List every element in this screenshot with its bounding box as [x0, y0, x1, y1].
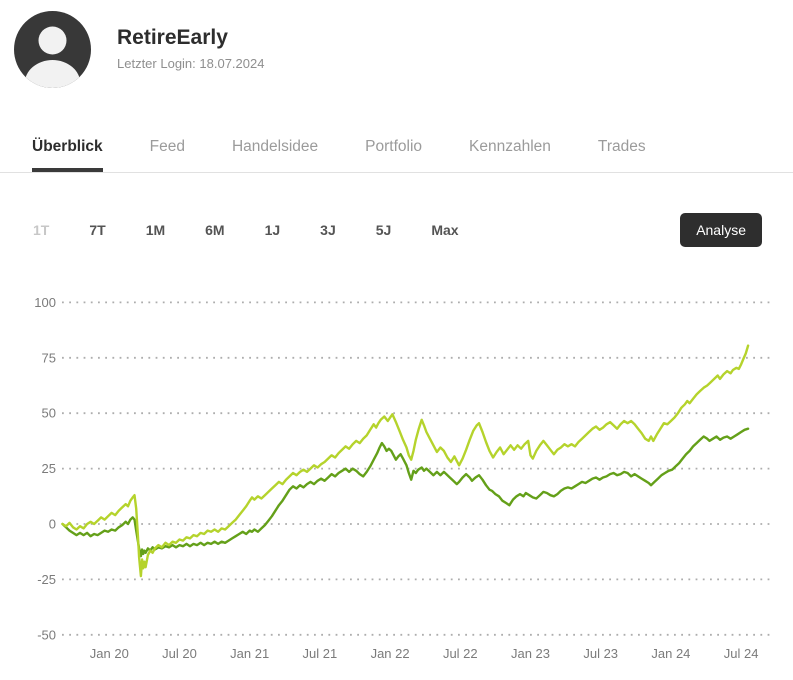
tab-ueberblick[interactable]: Überblick [32, 138, 103, 172]
range-max[interactable]: Max [431, 222, 459, 238]
x-tick-label: Jul 21 [303, 646, 338, 661]
tab-trades[interactable]: Trades [597, 138, 646, 155]
tab-portfolio[interactable]: Portfolio [365, 138, 423, 155]
range-6m[interactable]: 6M [205, 222, 225, 238]
x-tick-label: Jan 22 [371, 646, 410, 661]
light-green-line [61, 344, 750, 578]
range-bar: 1T 7T 1M 6M 1J 3J 5J Max Analyse [0, 213, 793, 247]
profile-header: RetireEarly Letzter Login: 18.07.2024 [0, 0, 793, 88]
person-icon [24, 26, 81, 88]
x-tick-label: Jul 22 [443, 646, 478, 661]
trader-name: RetireEarly [117, 26, 228, 49]
x-tick-label: Jul 23 [583, 646, 618, 661]
y-tick-label: 50 [42, 406, 56, 421]
last-login: Letzter Login: 18.07.2024 [117, 56, 265, 71]
y-tick-label: 100 [34, 295, 56, 310]
range-7t[interactable]: 7T [89, 222, 106, 238]
range-5j[interactable]: 5J [375, 222, 392, 238]
x-tick-label: Jan 20 [90, 646, 129, 661]
tab-handelsidee[interactable]: Handelsidee [231, 138, 319, 155]
performance-chart[interactable]: 100 75 50 25 0 -25 -50 Jan 20 Jul 20 Jan 21 Jul 21… [0, 284, 793, 676]
x-tick-label: Jul 20 [162, 646, 197, 661]
range-1m[interactable]: 1M [145, 222, 166, 238]
dark-green-line [61, 427, 750, 558]
range-1t[interactable]: 1T [33, 222, 50, 238]
chart-area: 100 75 50 25 0 -25 -50 Jan 20 Jul 20 Jan 21 Jul 21… [0, 284, 793, 676]
tab-kennzahlen[interactable]: Kennzahlen [469, 138, 551, 155]
y-tick-label: -50 [37, 627, 56, 642]
x-tick-label: Jan 23 [511, 646, 550, 661]
range-1j[interactable]: 1J [264, 222, 281, 238]
tab-bar: Überblick Feed Handelsidee Portfolio Ken… [0, 138, 793, 173]
y-tick-label: 25 [42, 461, 56, 476]
x-tick-label: Jul 24 [724, 646, 759, 661]
avatar [14, 10, 91, 88]
profile-identity: RetireEarly Letzter Login: 18.07.2024 [117, 26, 265, 72]
y-tick-label: 0 [49, 517, 56, 532]
x-tick-label: Jan 24 [651, 646, 690, 661]
range-3j[interactable]: 3J [320, 222, 336, 238]
y-tick-label: 75 [42, 350, 56, 365]
x-tick-label: Jan 21 [230, 646, 269, 661]
y-tick-label: -25 [37, 572, 56, 587]
tab-feed[interactable]: Feed [149, 138, 185, 155]
analyse-button[interactable]: Analyse [680, 213, 762, 247]
